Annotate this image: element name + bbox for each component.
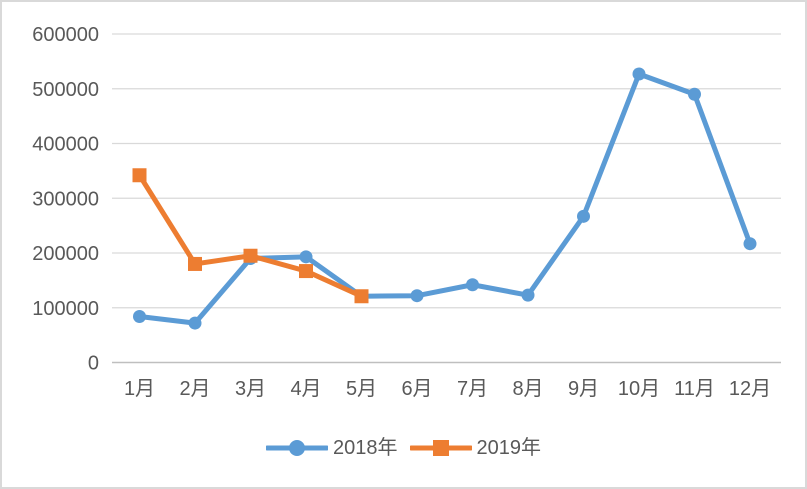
chart-legend: 2018年 2019年 xyxy=(2,438,805,458)
data-point-marker-2018年 xyxy=(577,209,590,223)
data-point-marker-2018年 xyxy=(466,278,479,292)
x-axis-tick-label: 1月 xyxy=(124,378,155,400)
x-axis-tick-label: 11月 xyxy=(674,378,715,400)
series-line-2018年 xyxy=(137,71,753,326)
x-axis-tick-labels: 1月 2月 3月 4月 5月 6月 7月 8月 9月 10月 11月 12月 xyxy=(124,378,771,400)
data-point-marker-2019年 xyxy=(188,256,202,271)
data-point-marker-2018年 xyxy=(743,237,757,251)
x-axis-tick-label: 6月 xyxy=(401,378,432,400)
y-axis-tick-label: 400000 xyxy=(32,134,99,156)
data-point-marker-2019年 xyxy=(132,168,147,183)
y-axis-tick-label: 200000 xyxy=(32,243,99,265)
y-axis-tick-label: 500000 xyxy=(32,79,99,101)
gridlines-group xyxy=(112,33,781,364)
x-axis-tick-label: 12月 xyxy=(729,378,771,400)
legend-label: 2019年 xyxy=(476,437,542,459)
x-axis-tick-label: 2月 xyxy=(179,378,210,400)
series-group xyxy=(132,67,757,330)
x-axis-tick-label: 5月 xyxy=(346,378,377,400)
x-axis-tick-label: 8月 xyxy=(512,378,543,400)
data-point-marker-2019年 xyxy=(299,264,313,279)
data-point-marker-2018年 xyxy=(299,250,313,264)
data-point-marker-2018年 xyxy=(188,316,202,330)
x-axis-tick-label: 3月 xyxy=(235,378,266,400)
y-axis-tick-label: 0 xyxy=(88,353,99,375)
legend-item-2018年: 2018年 xyxy=(266,438,398,458)
y-axis-tick-label: 600000 xyxy=(32,24,99,46)
legend-label: 2018年 xyxy=(333,437,398,459)
x-axis-tick-label: 7月 xyxy=(457,378,488,400)
legend-marker-square-icon xyxy=(409,440,472,456)
legend-marker-circle-icon xyxy=(266,440,328,456)
data-point-marker-2018年 xyxy=(632,67,646,81)
series-line-2019年 xyxy=(137,172,364,299)
legend-item-2019年: 2019年 xyxy=(409,437,542,459)
data-point-marker-2019年 xyxy=(354,289,369,304)
y-axis-tick-labels: 0 100000 200000 300000 400000 500000 600000 xyxy=(32,24,99,375)
data-point-marker-2019年 xyxy=(243,248,258,263)
data-point-marker-2018年 xyxy=(688,87,701,101)
x-axis-tick-label: 10月 xyxy=(618,378,660,400)
data-point-marker-2018年 xyxy=(133,310,146,324)
y-axis-tick-label: 300000 xyxy=(32,188,99,210)
x-axis-tick-label: 9月 xyxy=(568,378,599,400)
data-point-marker-2018年 xyxy=(410,289,424,303)
x-axis-tick-label: 4月 xyxy=(290,378,321,400)
data-point-marker-2018年 xyxy=(521,288,535,302)
y-axis-tick-label: 100000 xyxy=(32,298,99,320)
